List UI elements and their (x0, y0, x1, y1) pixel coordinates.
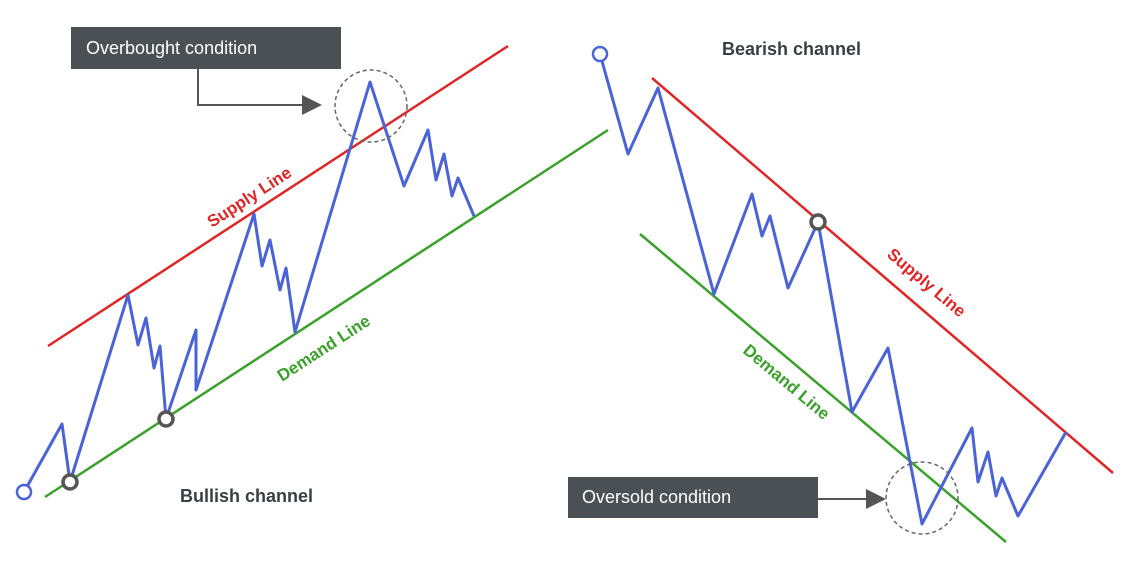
bullish-channel-title: Bullish channel (180, 486, 313, 506)
overbought-callout-text: Overbought condition (86, 38, 257, 58)
bullish-demand-line (44, 128, 609, 499)
bullish-touch-marker-2 (157, 410, 175, 428)
bullish-price-line (22, 80, 476, 493)
bullish-touch-marker-1 (61, 473, 79, 491)
oversold-callout-box (568, 477, 818, 518)
bearish-demand-line (639, 233, 1007, 543)
bearish-channel-title: Bearish channel (722, 39, 861, 59)
overbought-callout-box (71, 27, 341, 69)
bearish-start-marker (591, 45, 609, 63)
bearish-supply-line (651, 77, 1114, 474)
bearish-demand-label: Demand Line (739, 341, 833, 424)
bearish-touch-marker (809, 213, 827, 231)
bearish-supply-label: Supply Line (883, 245, 969, 321)
bullish-channel: Overbought condition Supply Line Demand … (15, 27, 609, 506)
oversold-callout-text: Oversold condition (582, 487, 731, 507)
bullish-supply-line (47, 44, 509, 348)
bullish-supply-label: Supply Line (204, 163, 295, 231)
oversold-highlight-circle (885, 461, 959, 535)
bullish-start-marker (15, 483, 33, 501)
bullish-demand-label: Demand Line (274, 311, 374, 385)
bearish-channel: Oversold condition Supply Line Demand Li… (568, 39, 1114, 543)
overbought-callout-arrow (197, 69, 322, 115)
bearish-price-line (598, 53, 1068, 526)
overbought-highlight-circle (334, 69, 408, 143)
